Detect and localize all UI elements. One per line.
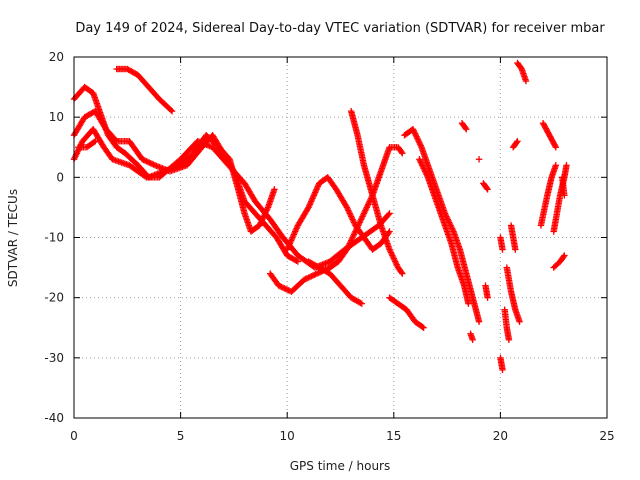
data-point <box>148 160 156 168</box>
data-point <box>357 299 364 307</box>
data-point <box>419 323 426 331</box>
data-point <box>398 148 405 156</box>
data-point <box>563 162 570 169</box>
data-markers <box>70 59 570 374</box>
data-point <box>552 162 560 169</box>
data-point <box>516 318 523 325</box>
data-point <box>312 271 319 278</box>
axis-ticks: 0 5 10 15 20 25 -40 -30 -20 -10 0 10 20 <box>44 50 614 443</box>
x-tick-label: 20 <box>493 429 508 443</box>
data-point <box>399 270 406 277</box>
data-point <box>140 156 147 164</box>
data-point <box>229 166 237 174</box>
x-axis-label: GPS time / hours <box>290 459 391 473</box>
x-tick-label: 0 <box>70 429 78 443</box>
y-tick-label: 0 <box>56 170 64 184</box>
data-point <box>462 124 469 132</box>
data-point <box>271 186 278 193</box>
data-point <box>560 253 567 260</box>
data-point <box>150 161 157 168</box>
data-point <box>92 138 99 145</box>
data-point <box>275 282 282 289</box>
data-point <box>469 336 476 343</box>
data-point <box>308 273 315 280</box>
data-point <box>358 300 366 307</box>
y-tick-label: -30 <box>44 351 64 365</box>
data-point <box>301 276 308 283</box>
data-point <box>306 273 314 281</box>
plot-frame <box>73 56 608 419</box>
grid-lines <box>74 57 607 418</box>
data-point <box>484 294 491 301</box>
data-point <box>276 283 284 290</box>
data-point <box>305 274 312 281</box>
x-tick-label: 5 <box>177 429 185 443</box>
data-point <box>398 269 405 276</box>
data-point <box>315 269 322 277</box>
data-point <box>513 139 520 146</box>
x-tick-label: 10 <box>280 429 295 443</box>
data-point <box>551 142 559 150</box>
data-point <box>385 211 392 218</box>
data-point <box>293 257 300 265</box>
data-point <box>141 157 149 164</box>
data-point <box>522 77 530 85</box>
data-point <box>463 126 470 133</box>
data-point <box>512 246 519 253</box>
data-point <box>420 324 427 331</box>
data-point <box>311 271 318 279</box>
data-point <box>294 258 302 265</box>
data-point <box>386 210 393 217</box>
data-point <box>284 286 291 293</box>
data-point <box>386 228 393 235</box>
data-point <box>484 186 491 193</box>
data-point <box>279 284 287 291</box>
data-point <box>278 283 285 291</box>
data-point <box>302 275 309 283</box>
data-point <box>146 159 153 166</box>
y-tick-label: -10 <box>44 231 64 245</box>
data-point <box>505 336 513 343</box>
data-point <box>499 246 506 253</box>
y-axis-label: SDTVAR / TECUs <box>6 189 20 287</box>
x-tick-label: 25 <box>599 429 614 443</box>
data-point <box>399 150 406 157</box>
y-tick-label: 20 <box>49 50 64 64</box>
data-point <box>561 192 568 199</box>
data-point <box>475 318 483 325</box>
data-point <box>303 275 311 282</box>
data-point <box>282 285 289 293</box>
y-tick-label: 10 <box>49 110 64 124</box>
data-point <box>514 138 521 145</box>
data-point <box>144 158 152 166</box>
data-point <box>483 184 490 192</box>
x-tick-label: 15 <box>386 429 401 443</box>
y-tick-label: -20 <box>44 291 64 305</box>
data-point <box>168 107 176 115</box>
data-point <box>313 270 321 277</box>
y-tick-label: -40 <box>44 411 64 425</box>
data-point <box>147 160 154 167</box>
data-point <box>499 366 506 374</box>
data-point <box>309 272 316 279</box>
data-point <box>552 144 560 151</box>
data-point <box>465 300 472 307</box>
data-point <box>167 106 175 114</box>
chart-title: Day 149 of 2024, Sidereal Day-to-day VTE… <box>75 21 605 36</box>
data-point <box>143 158 150 165</box>
data-point <box>281 285 288 292</box>
data-point <box>139 156 146 163</box>
data-point <box>561 252 568 259</box>
data-point <box>475 156 483 163</box>
data-point <box>90 138 98 146</box>
